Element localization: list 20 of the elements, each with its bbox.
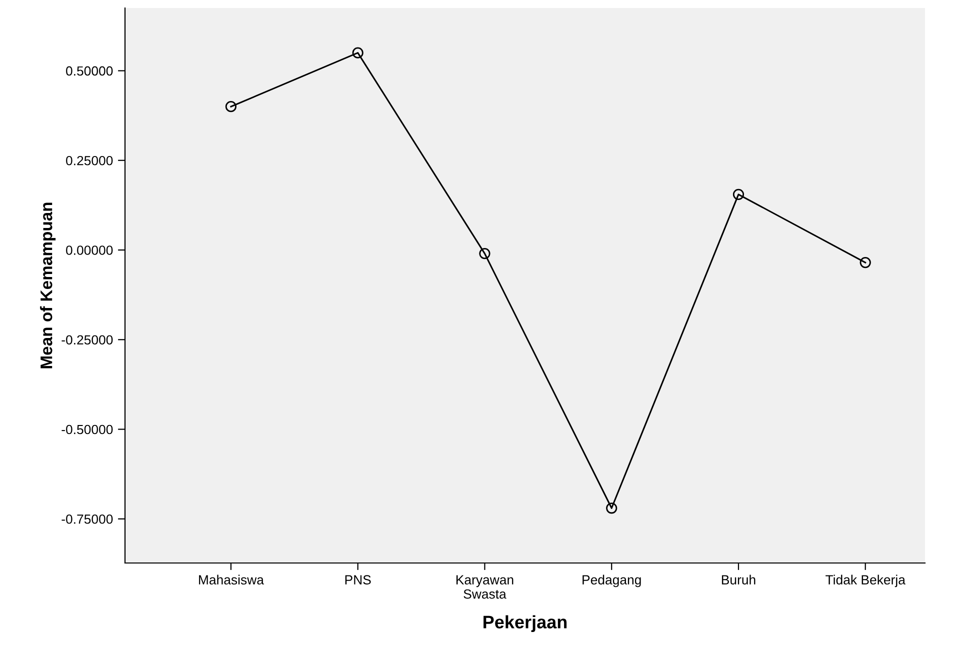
x-axis-title: Pekerjaan: [484, 615, 567, 632]
point: [732, 188, 744, 200]
x-tick-label: Mahasiswa: [199, 574, 264, 584]
y-tick-label: -0.25000: [62, 335, 113, 345]
x-tick-label: Buruh: [722, 574, 756, 584]
point: [860, 257, 871, 268]
point: [606, 502, 618, 514]
x-tick-label: Pedagang: [582, 574, 641, 588]
x-tick-label: Tidak Bekerja: [826, 574, 906, 588]
point: [479, 248, 490, 260]
x-tick-label: PNS: [345, 575, 371, 584]
y-axis-title: Mean of Kemampuan: [40, 202, 56, 368]
point: [225, 101, 237, 112]
point: [352, 47, 364, 58]
y-tick-label: -0.75000: [62, 514, 113, 524]
y-tick-label: 0.25000: [66, 156, 113, 166]
y-tick-label: 0.00000: [66, 246, 113, 255]
x-tick-label: Karyawan Swasta: [456, 575, 514, 599]
y-tick-label: 0.50000: [66, 66, 113, 76]
y-tick-label: -0.50000: [62, 424, 113, 434]
